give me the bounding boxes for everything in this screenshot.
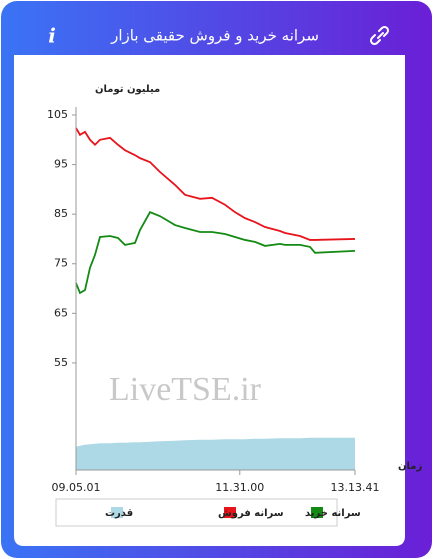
x-tick-label: 09.05.01 [52, 481, 101, 494]
legend-label: سرانه فروش [218, 508, 284, 519]
x-tick-label: 11.31.00 [215, 481, 264, 494]
legend-label: قدرت [105, 508, 133, 519]
legend-label: سرانه خرید [305, 508, 361, 519]
legend-swatch [224, 507, 236, 518]
legend-swatch [111, 507, 123, 518]
legend-swatch [311, 507, 323, 518]
y-tick-label: 105 [47, 108, 68, 121]
line [75, 211, 356, 295]
y-tick-label: 95 [54, 158, 68, 171]
area [76, 437, 355, 470]
y-tick-label: 55 [54, 356, 68, 369]
panel [14, 55, 405, 546]
widget-title: سرانه خرید و فروش حقیقی بازار [110, 27, 319, 45]
y-tick-label: 65 [54, 306, 68, 319]
y-tick-label: 85 [54, 207, 68, 220]
link-icon[interactable] [369, 25, 390, 46]
x-tick-label: 13.13.41 [331, 481, 380, 494]
watermark: LiveTSE.ir [109, 371, 262, 408]
info-icon[interactable]: i [48, 24, 56, 48]
y-tick-label: 75 [54, 257, 68, 270]
line [75, 127, 356, 241]
legend-box [55, 498, 338, 527]
x-axis-label: زمان [398, 461, 422, 472]
y-axis-label: میلیون تومان [95, 84, 160, 95]
